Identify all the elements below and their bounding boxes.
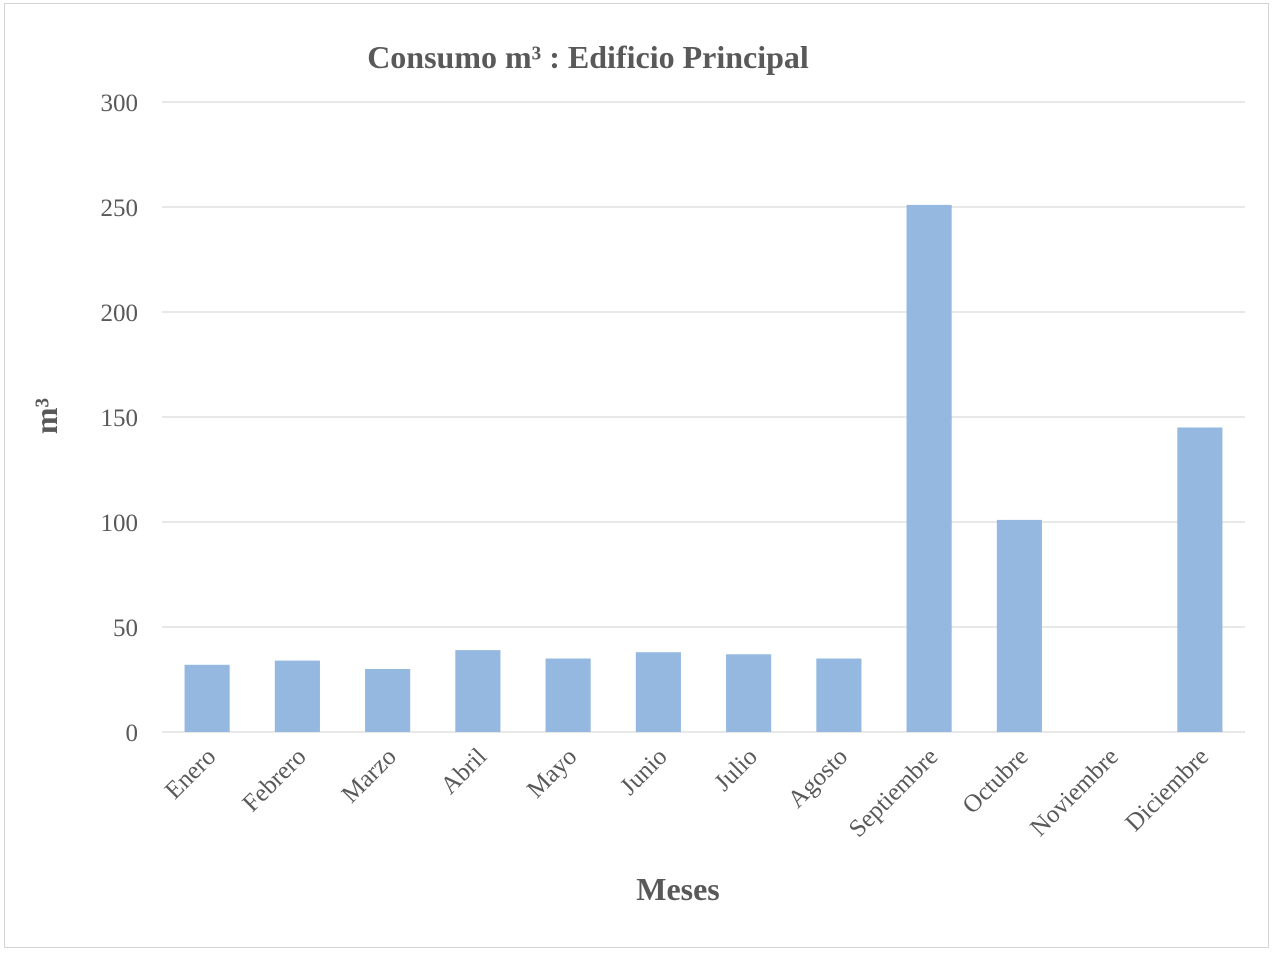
y-tick-label: 250	[101, 195, 139, 222]
bar-julio	[726, 654, 772, 732]
gridlines	[162, 101, 1245, 733]
x-tick-label: Enero	[160, 743, 221, 804]
x-tick-label: Septiembre	[844, 743, 944, 843]
x-tick-label: Febrero	[238, 743, 312, 817]
y-tick-label: 50	[113, 615, 138, 642]
y-axis-title: m³	[28, 398, 64, 434]
x-tick-label: Agosto	[783, 743, 853, 813]
y-tick-labels: 0 50 100 150 200 250 300	[101, 90, 139, 747]
chart-frame	[4, 3, 1269, 948]
bar-febrero	[274, 660, 320, 732]
x-tick-label: Diciembre	[1120, 743, 1214, 837]
y-tick-label: 150	[101, 405, 139, 432]
x-tick-label: Marzo	[337, 743, 402, 808]
x-tick-label: Julio	[709, 743, 762, 796]
bar-marzo	[365, 669, 411, 732]
y-tick-label: 100	[101, 510, 139, 537]
x-axis-title: Meses	[636, 871, 720, 907]
bar-enero	[184, 664, 230, 732]
x-tick-label: Abril	[436, 743, 492, 799]
y-tick-label: 200	[101, 300, 139, 327]
bar-abril	[455, 650, 501, 732]
bar-junio	[635, 652, 681, 732]
y-tick-label: 300	[101, 90, 139, 117]
bar-diciembre	[1177, 427, 1223, 732]
x-tick-label: Mayo	[522, 743, 582, 803]
x-tick-labels: Enero Febrero Marzo Abril Mayo Junio Julio Agos…	[160, 743, 1214, 843]
x-tick-label: Junio	[615, 743, 672, 800]
bars	[184, 204, 1223, 732]
bar-mayo	[545, 658, 591, 732]
bar-septiembre	[906, 204, 952, 732]
y-tick-label: 0	[126, 720, 139, 747]
bar-octubre	[996, 519, 1042, 732]
x-tick-label: Octubre	[958, 743, 1034, 819]
bar-agosto	[816, 658, 862, 732]
chart-title: Consumo m³ : Edificio Principal	[367, 39, 809, 75]
x-tick-label: Noviembre	[1025, 743, 1124, 842]
